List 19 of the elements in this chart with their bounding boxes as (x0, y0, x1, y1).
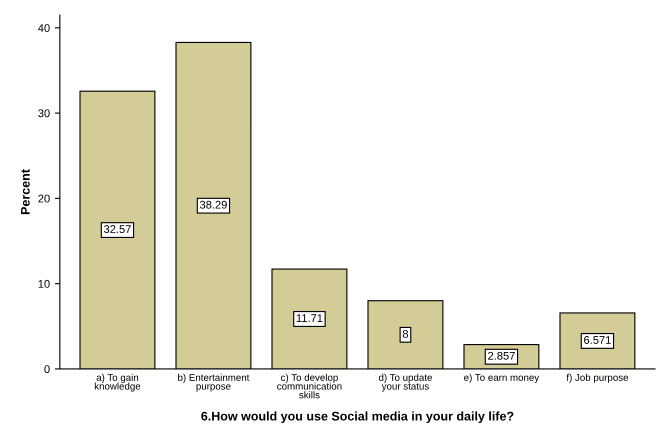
data-label: 6.571 (584, 336, 611, 344)
data-label: 32.57 (104, 225, 131, 234)
data-label: 38.29 (200, 200, 227, 209)
y-tick-label: 30 (38, 109, 50, 118)
data-label: 2.857 (488, 352, 515, 360)
y-tick-label: 40 (38, 24, 50, 32)
x-tick-label: d) To update your status (378, 374, 432, 392)
data-label: 8 (402, 330, 408, 338)
x-axis-title: 6.How would you use Social media in your daily life? (201, 411, 514, 424)
x-tick-label: b) Entertainment purpose (178, 374, 250, 392)
y-tick-label: 20 (38, 194, 50, 203)
x-tick-label: e) To earn money (464, 374, 540, 383)
data-label: 11.71 (296, 314, 322, 322)
x-tick-label: f) Job purpose (566, 374, 628, 383)
y-tick-label: 10 (38, 280, 50, 288)
x-tick-label: c) To develop communication skills (277, 374, 342, 398)
x-tick-label: a) To gain knowledge (94, 374, 140, 392)
y-tick-label: 0 (44, 365, 50, 374)
y-axis-title: Percent (21, 169, 30, 214)
